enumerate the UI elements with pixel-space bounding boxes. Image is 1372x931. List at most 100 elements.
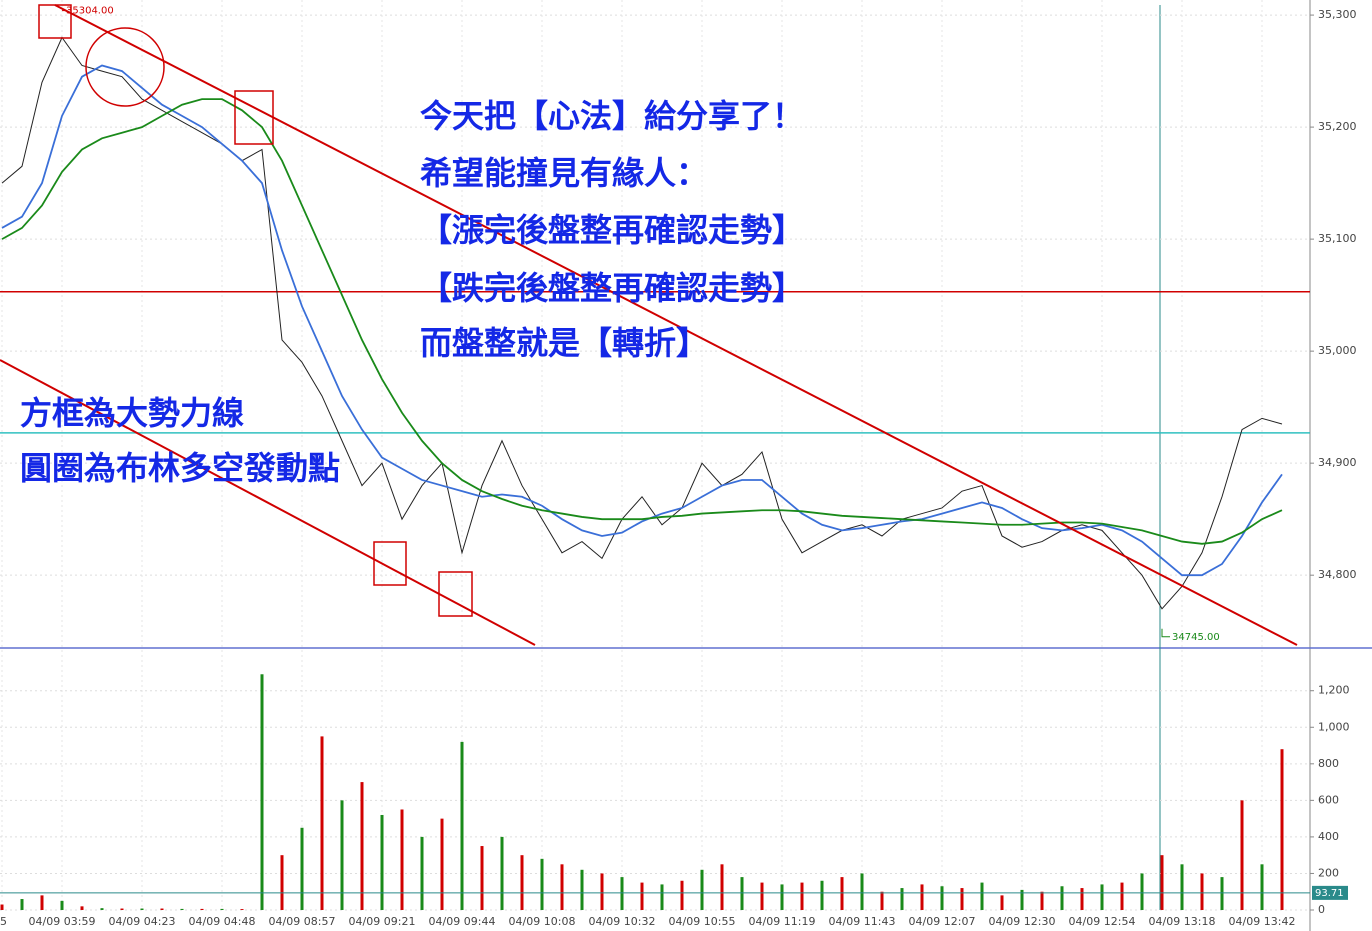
volume-bar [420, 836, 424, 910]
volume-bar [700, 869, 704, 910]
volume-bar [500, 836, 504, 910]
x-tick-label: 04/09 03:59 [29, 915, 96, 928]
volume-bar [200, 908, 204, 910]
volume-bar [720, 864, 724, 910]
x-tick-label: 04/09 09:21 [349, 915, 416, 928]
y-tick-label: 35,000 [1318, 344, 1357, 357]
volume-bar [520, 855, 524, 910]
y-tick-label: 34,800 [1318, 568, 1357, 581]
volume-bar [100, 908, 104, 910]
x-tick-label: 04/09 11:19 [749, 915, 816, 928]
volume-bar [60, 900, 64, 910]
volume-bar [620, 877, 624, 910]
y-tick-label: 600 [1318, 793, 1339, 806]
trend-line [54, 4, 1298, 646]
volume-bar [1260, 864, 1264, 910]
volume-bar [300, 827, 304, 910]
volume-bar [340, 800, 344, 910]
volume-bar [880, 891, 884, 910]
circle [85, 27, 165, 107]
price-line [1, 36, 1283, 610]
volume-bar [240, 909, 244, 910]
volume-bar [400, 809, 404, 910]
high-label: 35304.00 [66, 6, 114, 17]
volume-bar [120, 908, 124, 910]
volume-bar [1020, 889, 1024, 910]
x-tick-label: 04/09 10:08 [509, 915, 576, 928]
volume-bar [0, 904, 4, 910]
x-tick-label: 04/09 04:48 [189, 915, 256, 928]
current-box [1312, 885, 1348, 900]
x-tick-label: 04/09 04:23 [109, 915, 176, 928]
note-line: 圓圈為布林多空發動點 [20, 449, 340, 487]
note-line: 方框為大勢力線 [20, 394, 244, 432]
box [438, 571, 473, 617]
volume-bar [80, 906, 84, 910]
x-tick-label: 04/09 10:32 [589, 915, 656, 928]
volume-bar [140, 908, 144, 910]
note-line: 希望能撞見有緣人： [420, 154, 708, 192]
volume-bar [180, 908, 184, 910]
volume-bar [560, 864, 564, 910]
volume-bar [160, 908, 164, 910]
volume-bar [1220, 877, 1224, 910]
volume-bar [1200, 873, 1204, 910]
volume-bar [580, 869, 584, 910]
y-tick-label: 200 [1318, 866, 1339, 879]
volume-bar [780, 884, 784, 910]
note-line: 今天把【心法】給分享了！ [420, 97, 804, 135]
x-tick-label: 04/09 13:18 [1149, 915, 1216, 928]
volume-bar [760, 882, 764, 910]
y-tick-label: 35,200 [1318, 120, 1357, 133]
volume-bar [1140, 873, 1144, 910]
x-tick-label: 5 [0, 915, 7, 928]
note-line: 而盤整就是【轉折】 [420, 324, 708, 362]
volume-bar [1080, 888, 1084, 910]
volume-bar [1100, 884, 1104, 910]
volume-bar [380, 814, 384, 910]
y-tick-label: 1,200 [1318, 684, 1350, 697]
y-tick-label: 0 [1318, 903, 1325, 916]
y-tick-label: 800 [1318, 757, 1339, 770]
x-tick-label: 04/09 09:44 [429, 915, 496, 928]
volume-bar [20, 899, 24, 910]
volume-bar [600, 873, 604, 910]
volume-bar [40, 895, 44, 910]
x-tick-label: 04/09 08:57 [269, 915, 336, 928]
price-line [1, 64, 1283, 577]
volume-bar [320, 736, 324, 910]
y-tick-label: 1,000 [1318, 720, 1350, 733]
y-tick-label: 35,100 [1318, 232, 1357, 245]
box [38, 4, 72, 39]
current-label: 93.71 [1315, 888, 1344, 899]
box [373, 541, 407, 586]
volume-bar [480, 846, 484, 910]
volume-bar [1180, 864, 1184, 910]
volume-bar [800, 882, 804, 910]
x-tick-label: 04/09 12:30 [989, 915, 1056, 928]
volume-bar [260, 674, 264, 910]
volume-bar [900, 888, 904, 910]
volume-bar [820, 880, 824, 910]
low-marker [1161, 628, 1170, 638]
volume-bar [1240, 800, 1244, 910]
x-tick-label: 04/09 10:55 [669, 915, 736, 928]
price-line [1, 98, 1283, 545]
x-tick-label: 04/09 11:43 [829, 915, 896, 928]
volume-bar [980, 882, 984, 910]
x-tick-label: 04/09 12:54 [1069, 915, 1136, 928]
volume-bar [940, 886, 944, 910]
volume-bar [220, 908, 224, 910]
volume-bar [360, 782, 364, 910]
y-tick-label: 400 [1318, 830, 1339, 843]
y-tick-label: 34,900 [1318, 456, 1357, 469]
volume-bar [1280, 749, 1284, 910]
volume-bar [960, 888, 964, 910]
volume-bar [640, 882, 644, 910]
low-label: 34745.00 [1172, 632, 1220, 643]
volume-bar [1120, 882, 1124, 910]
x-tick-label: 04/09 12:07 [909, 915, 976, 928]
